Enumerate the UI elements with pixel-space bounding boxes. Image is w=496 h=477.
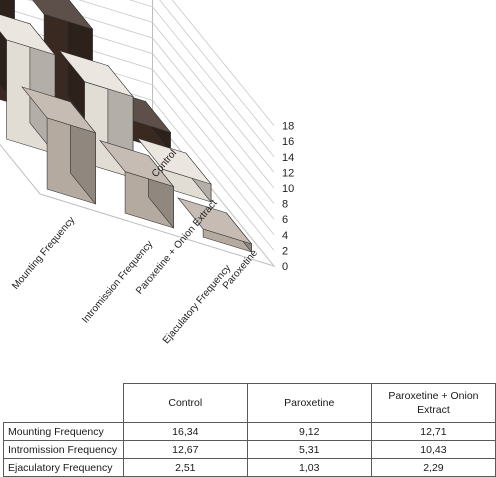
gridline (27, 0, 275, 189)
bar (21, 86, 97, 205)
category-label: Mounting Frequency (10, 215, 77, 292)
gridline (0, 53, 275, 251)
table-cell: 9,12 (246, 422, 372, 441)
gridline (0, 37, 275, 236)
category-axis-labels: Mounting Frequency Intromission Frequency… (10, 215, 233, 346)
gridline (129, 0, 275, 158)
y-tick-label: 12 (282, 167, 294, 179)
table-header-cell: Control (122, 383, 248, 423)
table-header-cell: Paroxetine + Onion Extract (370, 383, 496, 423)
gridline (159, 0, 275, 142)
y-tick-label: 2 (282, 245, 288, 257)
y-axis-ticks: 0 2 4 6 8 10 12 14 16 18 (282, 121, 294, 273)
chart-3d-column: 0 2 4 6 8 10 12 14 16 18 Mounting Frequency Introm… (0, 0, 294, 346)
gridline (0, 6, 275, 204)
y-tick-label: 16 (282, 136, 294, 148)
gridline (0, 21, 275, 220)
bar-top-face (177, 197, 253, 245)
table-cell: 10,43 (370, 440, 496, 459)
bar-top-face (99, 140, 175, 188)
table-header-row: Control Paroxetine Paroxetine + Onion Ex… (3, 383, 496, 423)
bar-top-face (32, 0, 94, 30)
bar-top-face (0, 14, 56, 56)
table-row-label: Mounting Frequency (3, 422, 124, 441)
table-row: Mounting Frequency 16,34 9,12 12,71 (3, 422, 496, 441)
chart-bars (0, 0, 253, 253)
bar (177, 197, 253, 253)
y-tick-label: 0 (282, 261, 288, 273)
table-cell: 2,51 (122, 458, 248, 477)
table-row: Intromission Frequency 12,67 5,31 10,43 (3, 440, 496, 459)
y-tick-label: 14 (282, 152, 294, 164)
table-cell: 2,29 (370, 458, 496, 477)
data-table: Control Paroxetine Paroxetine + Onion Ex… (3, 383, 496, 477)
table-corner-cell (3, 383, 124, 423)
y-tick-label: 18 (282, 121, 294, 133)
gridline (78, 0, 275, 173)
table-cell: 5,31 (246, 440, 372, 459)
table-cell: 1,03 (246, 458, 372, 477)
y-tick-label: 10 (282, 183, 294, 195)
table-header-cell: Paroxetine (246, 383, 372, 423)
bar-top-face (21, 86, 97, 134)
bar-top-face (136, 137, 212, 185)
bar (99, 140, 175, 229)
y-tick-label: 4 (282, 230, 288, 242)
table-row-label: Intromission Frequency (3, 440, 124, 459)
table-row: Ejaculatory Frequency 2,51 1,03 2,29 (3, 458, 496, 477)
category-label: Ejaculatory Frequency (161, 263, 233, 346)
table-cell: 16,34 (122, 422, 248, 441)
bar-top-face (58, 50, 134, 98)
bar (136, 137, 212, 203)
table-row-label: Ejaculatory Frequency (3, 458, 124, 477)
chart-gridlines (0, 0, 275, 267)
y-tick-label: 6 (282, 214, 288, 226)
table-cell: 12,71 (370, 422, 496, 441)
table-cell: 12,67 (122, 440, 248, 459)
gridline (171, 0, 275, 126)
y-tick-label: 8 (282, 199, 288, 211)
